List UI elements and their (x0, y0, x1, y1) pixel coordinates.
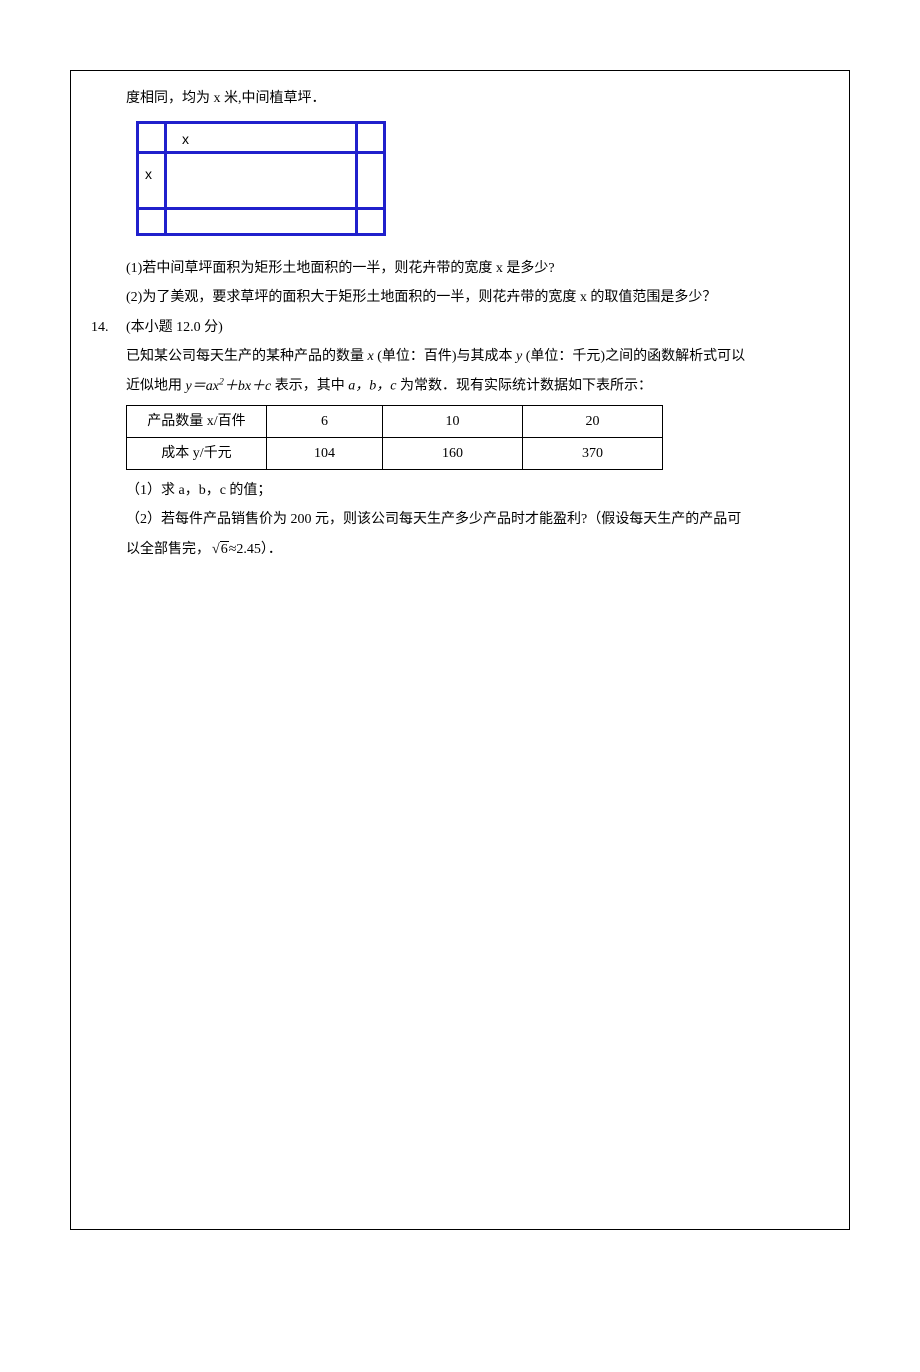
p13-part2: (2)为了美观，要求草坪的面积大于矩形土地面积的一半，则花卉带的宽度 x 的取值… (126, 285, 829, 310)
p14-part2-line1: （2）若每件产品销售价为 200 元，则该公司每天生产多少产品时才能盈利?（假设… (126, 507, 829, 532)
table-cell: 104 (267, 437, 383, 469)
table-cell: 6 (267, 405, 383, 437)
p14-part2-l2-prefix: 以全部售完， (126, 542, 210, 557)
table-cell-header-y: 成本 y/千元 (127, 437, 267, 469)
p13-diagram-container: x x (136, 121, 829, 236)
diagram-label-top: x (182, 127, 189, 152)
diagram-hline-top (139, 151, 383, 154)
p14-formula: y＝ax2＋bx＋c (186, 379, 272, 394)
page-frame: 度相同，均为 x 米,中间植草坪． x x (1)若中间草坪面积为矩形土地面积的… (70, 70, 850, 1230)
p14-vars-abc: a，b，c (348, 379, 396, 394)
p13-continued-text: 度相同，均为 x 米,中间植草坪． (126, 91, 326, 106)
p14-data-table: 产品数量 x/百件 6 10 20 成本 y/千元 104 160 370 (126, 405, 663, 470)
p14-header-line: 14.(本小题 12.0 分) (126, 315, 829, 340)
table-cell: 10 (383, 405, 523, 437)
p14-intro-line2: 近似地用 y＝ax2＋bx＋c 表示，其中 a，b，c 为常数．现有实际统计数据… (126, 373, 829, 399)
p13-continued: 度相同，均为 x 米,中间植草坪． (126, 86, 829, 111)
table-cell-header-x: 产品数量 x/百件 (127, 405, 267, 437)
p14-intro1-mid1: (单位：百件)与其成本 (374, 349, 516, 364)
table-cell: 20 (523, 405, 663, 437)
diagram-vline-left (164, 124, 167, 233)
diagram-hline-bottom (139, 207, 383, 210)
table-cell: 160 (383, 437, 523, 469)
p13-diagram: x x (136, 121, 386, 236)
p14-intro1-prefix: 已知某公司每天生产的某种产品的数量 (126, 349, 368, 364)
table-row: 产品数量 x/百件 6 10 20 (127, 405, 663, 437)
sqrt-radical-symbol: √ (212, 542, 220, 557)
p14-intro1-mid2: (单位：千元)之间的函数解析式可以 (522, 349, 745, 364)
p14-intro2-prefix: 近似地用 (126, 379, 186, 394)
p14-part2-line2: 以全部售完，√6≈2.45）． (126, 537, 829, 562)
table-row: 成本 y/千元 104 160 370 (127, 437, 663, 469)
p14-intro2-suffix: 为常数．现有实际统计数据如下表所示： (397, 379, 653, 394)
diagram-vline-right (355, 124, 358, 233)
p14-intro2-mid: 表示，其中 (271, 379, 348, 394)
sqrt-radicand: 6 (220, 541, 229, 557)
sqrt-expression: √6 (210, 537, 229, 562)
p14-approx: ≈2.45）． (229, 542, 282, 557)
p14-number: 14. (91, 315, 126, 340)
p14-intro-line1: 已知某公司每天生产的某种产品的数量 x (单位：百件)与其成本 y (单位：千元… (126, 344, 829, 369)
p14-part1: （1）求 a，b，c 的值； (126, 478, 829, 503)
content-area: 度相同，均为 x 米,中间植草坪． x x (1)若中间草坪面积为矩形土地面积的… (91, 86, 829, 562)
p13-part1: (1)若中间草坪面积为矩形土地面积的一半，则花卉带的宽度 x 是多少? (126, 256, 829, 281)
p14-header: (本小题 12.0 分) (126, 320, 223, 335)
diagram-label-left: x (145, 162, 152, 187)
table-cell: 370 (523, 437, 663, 469)
